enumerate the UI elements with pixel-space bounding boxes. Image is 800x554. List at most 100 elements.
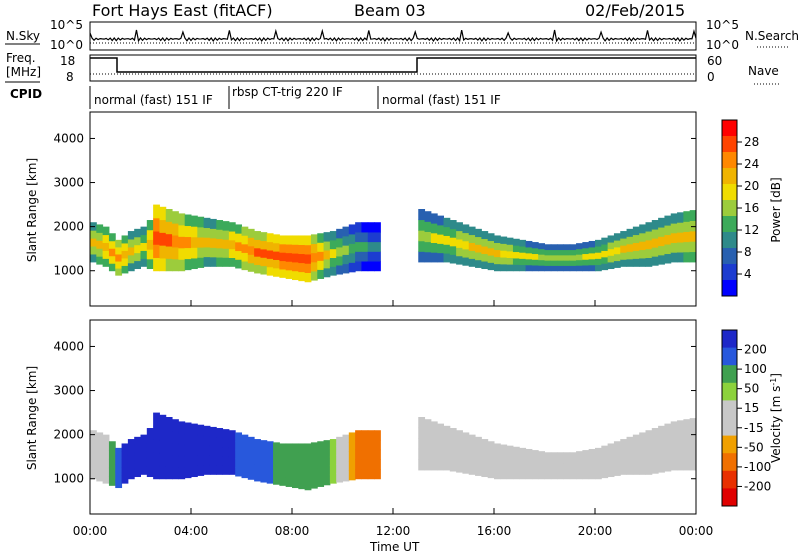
power-cell — [500, 243, 508, 251]
velocity-data — [90, 412, 697, 491]
velocity-cell — [96, 442, 104, 453]
power-cell — [481, 253, 489, 262]
power-cell — [494, 263, 501, 272]
power-cell — [639, 224, 646, 234]
velocity-cell — [165, 441, 173, 455]
power-cell — [102, 250, 110, 259]
power-cell — [355, 261, 362, 272]
power-cell — [677, 251, 684, 263]
velocity-colorbar-swatch — [722, 418, 737, 437]
power-cell — [607, 235, 615, 243]
velocity-cell — [102, 454, 110, 465]
power-cell — [506, 237, 514, 245]
power-cell — [178, 247, 186, 260]
velocity-cell — [367, 439, 375, 451]
power-cell — [481, 238, 489, 247]
power-cell — [336, 264, 343, 275]
velocity-cell — [449, 428, 457, 438]
power-cell — [342, 235, 350, 246]
power-cell — [582, 253, 590, 260]
power-cell — [178, 259, 186, 272]
velocity-cell — [254, 439, 261, 448]
velocity-cell — [140, 434, 148, 444]
power-cell — [544, 260, 552, 266]
power-cell — [595, 239, 602, 247]
velocity-cell — [115, 479, 123, 489]
velocity-cell — [664, 452, 672, 463]
velocity-cell — [279, 460, 287, 470]
velocity-cell — [197, 455, 205, 466]
power-cell — [443, 226, 451, 236]
velocity-cell — [367, 449, 375, 460]
power-cell — [222, 257, 230, 267]
power-cell — [639, 241, 646, 251]
power-cell — [209, 228, 217, 239]
power-cell — [582, 247, 590, 255]
power-cell — [361, 222, 369, 233]
xtick-label: 16:00 — [477, 524, 512, 538]
velocity-cell — [418, 448, 426, 460]
power-cell — [342, 245, 350, 255]
velocity-cell — [134, 460, 141, 470]
velocity-cell — [443, 434, 451, 444]
velocity-cell — [481, 469, 489, 478]
power-cell — [626, 236, 634, 245]
velocity-cell — [159, 414, 167, 429]
velocity-cell — [468, 458, 476, 467]
velocity-cell — [310, 442, 318, 453]
power-cell — [203, 256, 211, 267]
velocity-cell — [159, 465, 167, 480]
power-cell — [449, 254, 457, 264]
power-cell — [304, 253, 312, 264]
power-cell — [209, 247, 217, 258]
velocity-cell — [677, 450, 684, 461]
velocity-cell — [683, 449, 691, 461]
velocity-cell — [228, 456, 236, 466]
power-panel: Slant Range [km] 1000 2000 3000 4000 — [25, 111, 697, 307]
velocity-cell — [601, 458, 609, 466]
freq-label: Freq. — [6, 51, 36, 65]
power-yticks: 1000 2000 3000 4000 — [53, 131, 696, 278]
velocity-cell — [664, 423, 672, 434]
velocity-cell — [108, 458, 116, 469]
velocity-cell — [260, 440, 268, 450]
power-colorbar-swatch — [722, 184, 737, 201]
velocity-cell — [500, 465, 508, 473]
velocity-cell — [178, 421, 186, 434]
velocity-cell — [613, 448, 621, 456]
power-cell — [531, 264, 539, 272]
power-cell — [689, 210, 697, 221]
velocity-cell — [361, 449, 369, 460]
power-cell — [531, 253, 539, 260]
power-cell — [285, 252, 293, 262]
power-cell — [449, 220, 457, 230]
power-cell — [374, 241, 381, 252]
power-cell — [443, 253, 451, 263]
velocity-cell — [355, 439, 362, 451]
velocity-cell — [658, 435, 665, 445]
velocity-cell — [241, 460, 249, 470]
power-cell — [374, 222, 381, 233]
power-cell — [664, 244, 672, 255]
velocity-cell — [601, 445, 609, 453]
power-cell — [670, 213, 678, 224]
velocity-cell — [134, 444, 141, 454]
power-cell — [260, 240, 268, 250]
power-cell — [512, 257, 520, 265]
power-cell — [323, 267, 331, 278]
velocity-cell — [355, 430, 362, 441]
velocity-cell — [544, 468, 552, 474]
velocity-cell — [449, 462, 457, 472]
velocity-cell — [121, 459, 129, 468]
power-cell — [595, 252, 602, 259]
power-cell — [266, 258, 274, 268]
power-cell — [557, 260, 564, 266]
power-cell — [241, 252, 249, 262]
power-cell — [285, 235, 293, 245]
velocity-cell — [279, 468, 287, 478]
power-cell — [96, 232, 104, 241]
velocity-cell — [550, 468, 558, 474]
power-cell — [481, 231, 489, 240]
velocity-cell — [462, 432, 470, 442]
power-cell — [601, 237, 609, 245]
